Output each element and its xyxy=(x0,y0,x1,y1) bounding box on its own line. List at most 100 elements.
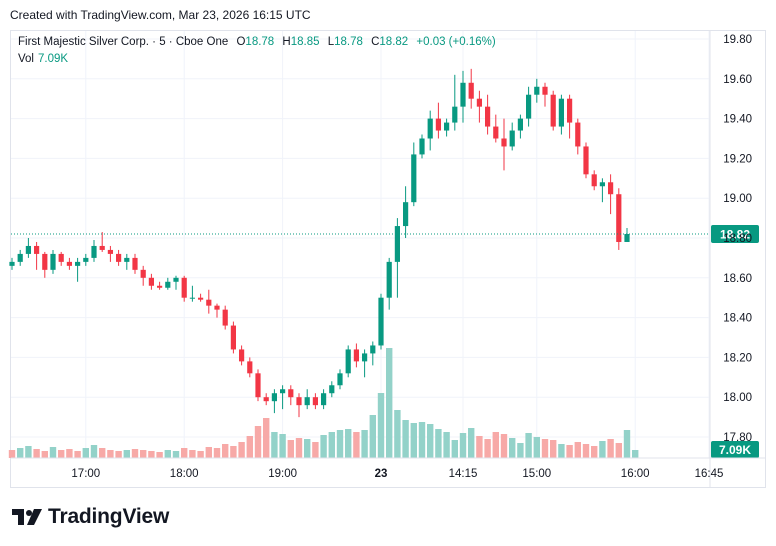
volume-bar xyxy=(427,424,434,458)
volume-bar xyxy=(509,438,516,458)
candle-body xyxy=(517,118,523,131)
candle-body xyxy=(419,138,425,155)
candle-body xyxy=(583,146,589,175)
candle-body xyxy=(329,385,335,394)
candle-body xyxy=(157,285,163,288)
volume-bar xyxy=(238,442,245,458)
volume-bar xyxy=(205,447,212,458)
volume-bar xyxy=(181,448,188,458)
candle-body xyxy=(50,253,56,270)
volume-bar xyxy=(49,447,57,458)
time-tick-label: 14:15 xyxy=(449,468,478,480)
time-tick-label: 17:00 xyxy=(71,468,100,480)
volume-bar xyxy=(591,446,598,458)
volume-bar xyxy=(369,415,376,458)
tradingview-brand[interactable]: TradingView xyxy=(12,505,169,529)
volume-bar xyxy=(107,450,114,458)
volume-bar xyxy=(459,433,467,458)
candlestick-chart[interactable]: 18.82 7.09K 19.80 19.60 19.40 19.20 19.00 18.8… xyxy=(0,0,776,490)
volume-bar xyxy=(66,449,73,458)
volume-bar xyxy=(33,449,40,458)
brand-name: TradingView xyxy=(48,505,170,528)
volume-bar xyxy=(402,420,409,458)
symbol-legend: First Majestic Silver Corp. · 5 · Cboe O… xyxy=(18,36,496,48)
volume-bar xyxy=(230,446,237,458)
price-tick-label: 18.80 xyxy=(723,233,752,245)
candle-body xyxy=(411,154,417,203)
chart-frame xyxy=(10,30,766,488)
candle-body xyxy=(370,345,376,354)
candle-body xyxy=(99,245,105,250)
close-value: 18.82 xyxy=(379,36,409,48)
candle-body xyxy=(501,138,507,147)
price-axis: 19.80 19.60 19.40 19.20 19.00 18.80 18.60 18.40… xyxy=(709,31,752,488)
volume-bar xyxy=(189,450,196,458)
candle-body xyxy=(608,182,614,195)
candle-body xyxy=(427,118,433,139)
volume-bar xyxy=(533,437,540,458)
volume-bar xyxy=(263,418,270,458)
volume-bar xyxy=(197,451,204,458)
candle-body xyxy=(247,361,253,374)
volume-bar xyxy=(492,432,499,458)
candle-body xyxy=(165,281,171,288)
volume-bar xyxy=(328,432,335,458)
candle-body xyxy=(599,182,605,187)
volume-bar xyxy=(451,440,458,458)
price-tick-label: 19.20 xyxy=(723,153,752,165)
volume-bar xyxy=(484,439,491,458)
candle-body xyxy=(460,82,466,107)
candle-body xyxy=(230,325,236,350)
candle-body xyxy=(444,122,450,131)
candle-body xyxy=(181,277,187,298)
volume-bar xyxy=(148,451,155,458)
candle-body xyxy=(116,253,122,262)
volume-bar xyxy=(41,451,48,458)
volume-bar xyxy=(632,450,639,458)
volume-bar xyxy=(353,432,360,458)
volume-bar xyxy=(222,444,229,458)
volume-bar xyxy=(164,450,171,458)
candle-body xyxy=(66,261,72,266)
volume-bar xyxy=(345,429,352,458)
volume-bar xyxy=(172,451,180,458)
high-value: 18.85 xyxy=(290,36,320,48)
candle-body xyxy=(526,94,532,119)
candle-body xyxy=(83,257,89,262)
volume-legend: Vol 7.09K xyxy=(18,53,68,65)
volume-bar xyxy=(17,448,24,458)
time-tick-label: 15:00 xyxy=(522,468,551,480)
price-tick-label: 19.60 xyxy=(723,74,752,86)
candle-body xyxy=(550,94,556,127)
volume-bar xyxy=(418,422,426,458)
volume-bar xyxy=(517,443,524,458)
volume-value: 7.09K xyxy=(38,53,69,65)
candle-body xyxy=(312,397,318,406)
volume-bar xyxy=(271,432,278,458)
open-value: 18.78 xyxy=(245,36,275,48)
candle-body xyxy=(362,353,368,362)
candle-body xyxy=(75,261,81,266)
volume-bar xyxy=(377,393,385,458)
candle-body xyxy=(304,397,310,406)
volume-bar xyxy=(156,452,163,458)
candle-body xyxy=(493,126,499,139)
chart-grid xyxy=(11,31,710,458)
candle-body xyxy=(198,297,204,300)
volume-key: Vol xyxy=(18,53,34,65)
volume-bar xyxy=(500,434,508,458)
candle-body xyxy=(189,297,195,299)
close-key: C xyxy=(371,36,380,48)
volume-bar xyxy=(99,448,106,458)
candle-body xyxy=(542,86,548,95)
volume-bar xyxy=(254,426,262,458)
candle-body xyxy=(509,130,515,147)
price-tick-label: 18.00 xyxy=(723,392,752,404)
candle-body xyxy=(337,373,343,386)
price-tick-label: 17.80 xyxy=(723,432,752,444)
candle-body xyxy=(345,349,351,374)
candle-body xyxy=(91,245,97,258)
low-key: L xyxy=(327,36,335,48)
volume-bar xyxy=(361,430,368,458)
candle-body xyxy=(58,253,64,262)
